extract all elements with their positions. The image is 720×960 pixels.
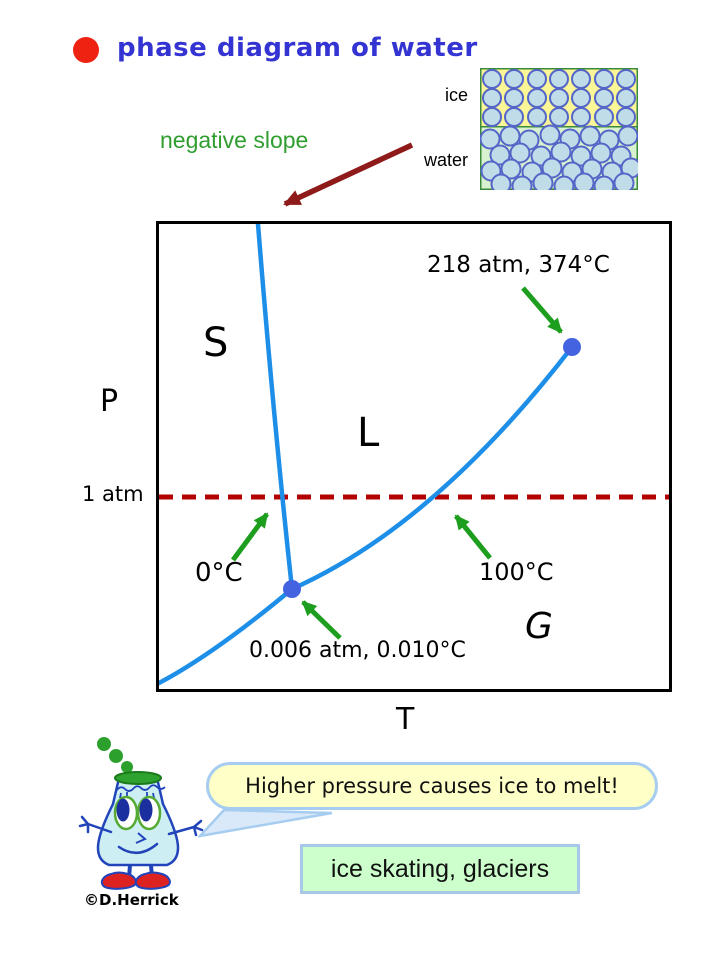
x-axis-label: T <box>396 702 415 737</box>
triple-point-arrow-icon <box>301 600 342 640</box>
speech-bubble-text: Higher pressure causes ice to melt! <box>245 774 619 798</box>
red-dot-bullet-icon <box>73 37 99 63</box>
flask-body <box>96 776 180 867</box>
inset-to-diagram-arrow-icon <box>283 142 414 207</box>
inset-ice-caption: ice <box>444 85 468 105</box>
water-molecules <box>480 124 638 190</box>
nose <box>135 832 147 844</box>
boiling-point-label: 100°C <box>479 558 554 586</box>
fusion-curve <box>255 224 295 592</box>
inset-water-caption: water <box>423 150 468 170</box>
ice-water-inset-illustration <box>480 68 638 190</box>
phase-diagram-plot-area: S L G 218 atm, 374°C 0°C 100°C 0.006 atm… <box>156 221 672 692</box>
critical-point-label: 218 atm, 374°C <box>427 252 610 278</box>
bubbles <box>97 737 133 773</box>
arms <box>78 815 204 837</box>
region-label-solid: S <box>203 320 229 366</box>
phase-diagram-curves <box>159 224 669 686</box>
beaker-mascot-illustration <box>78 737 204 890</box>
ice-molecules <box>482 69 636 127</box>
melting-point-arrow-icon <box>230 512 270 562</box>
smile <box>117 842 159 854</box>
region-label-liquid: L <box>357 410 380 456</box>
melting-point-label: 0°C <box>195 558 243 588</box>
triple-point-dot <box>283 580 301 598</box>
water-line <box>116 784 166 792</box>
critical-point-dot <box>563 338 581 356</box>
region-label-gas: G <box>525 606 553 647</box>
examples-box: ice skating, glaciers <box>300 844 580 894</box>
y-axis-label: P <box>100 384 119 419</box>
speech-bubble-tail <box>198 809 333 838</box>
boiling-point-arrow-icon <box>454 514 492 560</box>
sublimation-curve <box>159 586 295 686</box>
vaporization-curve <box>289 344 575 592</box>
eyes <box>113 795 162 831</box>
credit-text: ©D.Herrick <box>84 891 179 909</box>
negative-slope-note: negative slope <box>160 127 309 153</box>
one-atm-tick-label: 1 atm <box>82 482 144 506</box>
examples-box-text: ice skating, glaciers <box>330 854 550 883</box>
critical-point-arrow-icon <box>521 286 563 334</box>
flask-rim <box>114 771 162 785</box>
page-title: phase diagram of water <box>117 33 478 63</box>
shoes <box>100 871 171 890</box>
speech-bubble: Higher pressure causes ice to melt! <box>206 762 658 810</box>
triple-point-label: 0.006 atm, 0.010°C <box>249 638 466 663</box>
